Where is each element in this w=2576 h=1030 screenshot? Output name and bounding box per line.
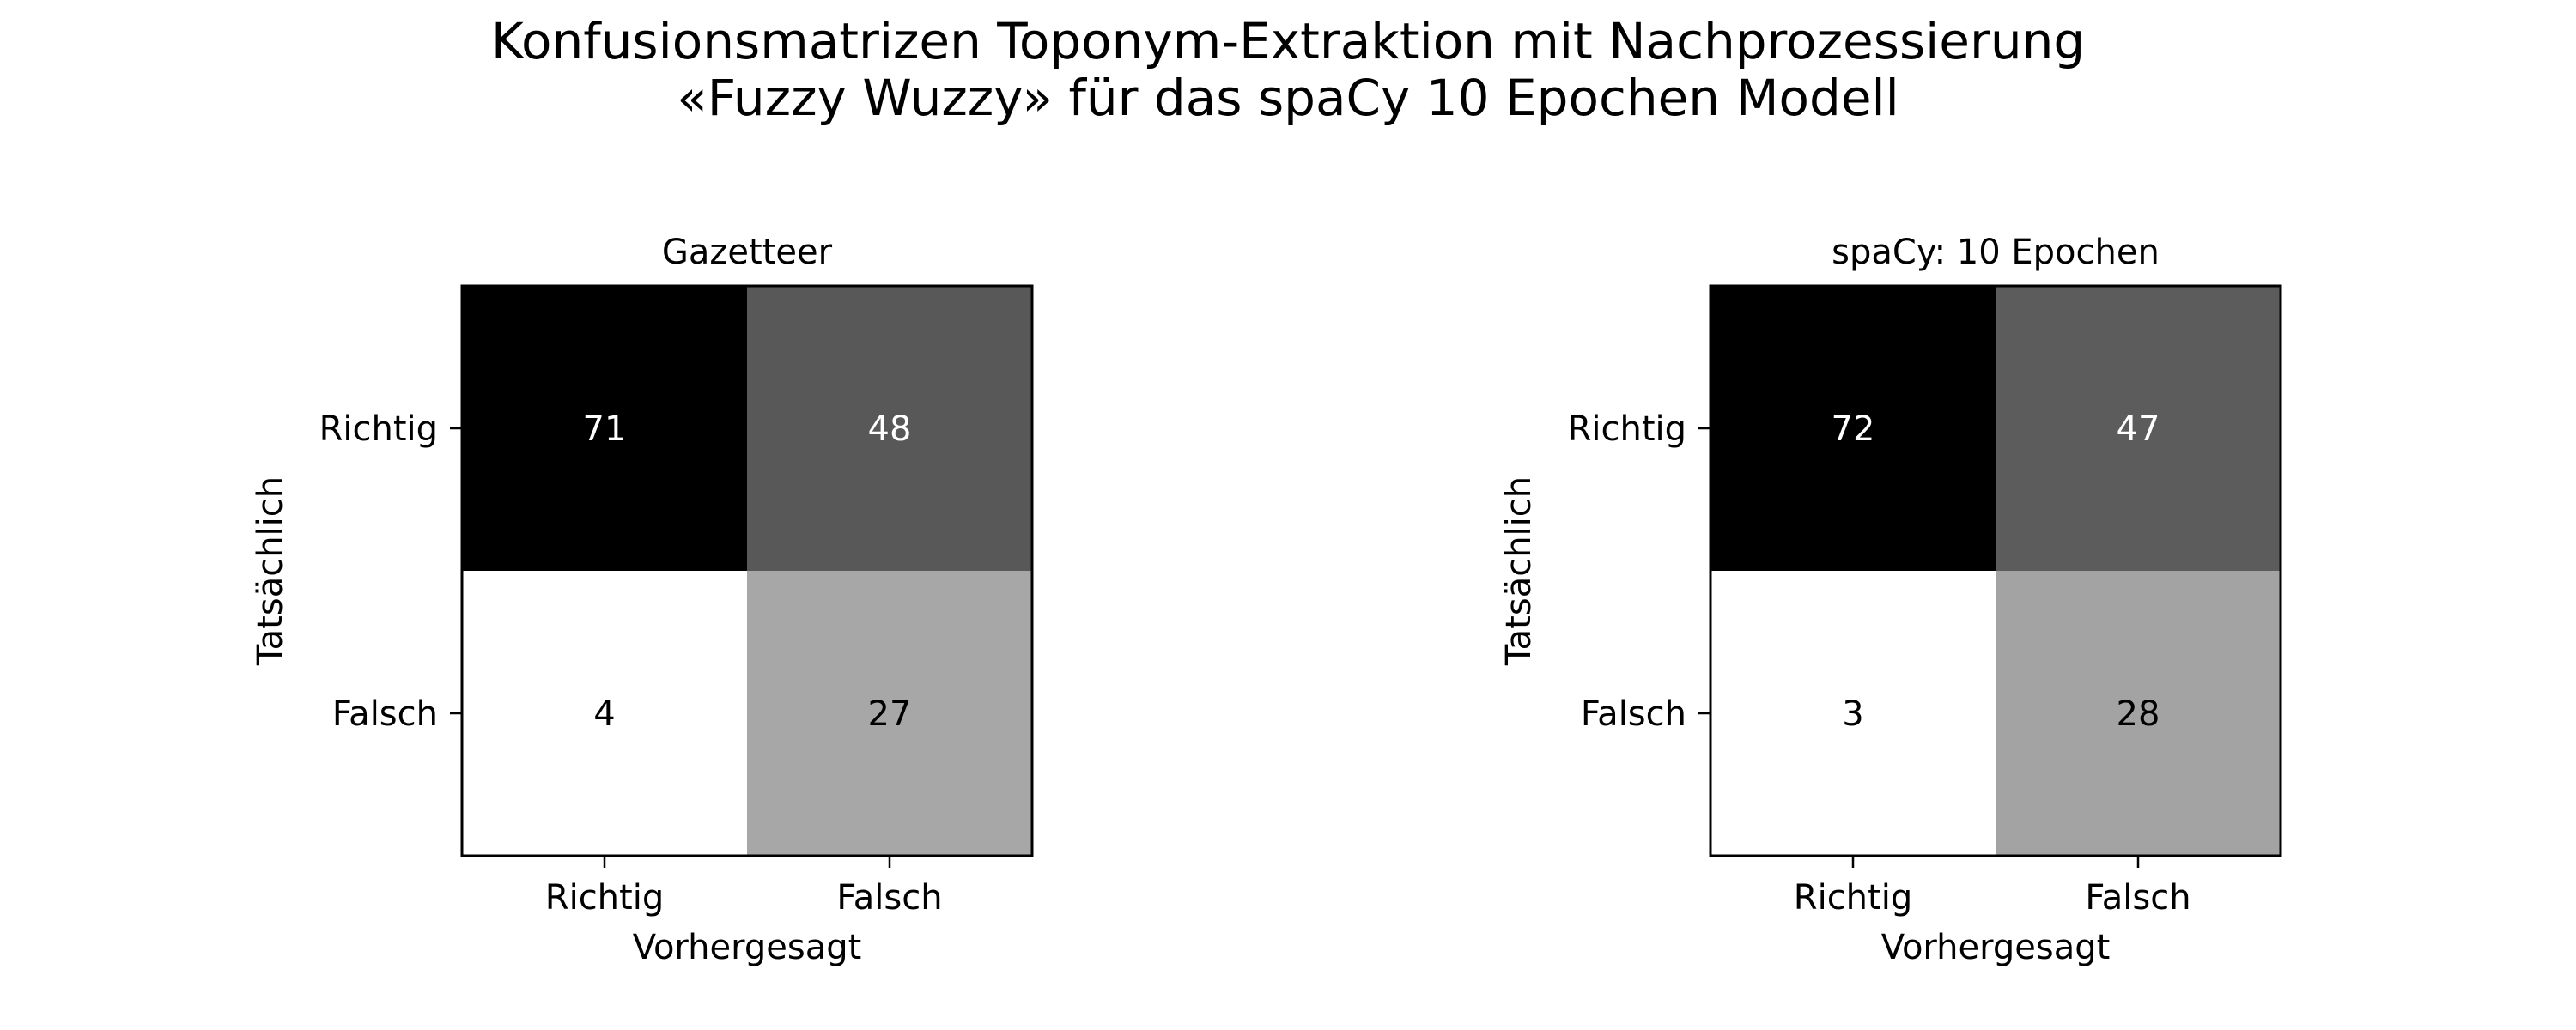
cell-value-r1-c0: 4 bbox=[593, 694, 615, 734]
cell-r0-c1 bbox=[1996, 286, 2281, 571]
cell-value-r0-c1: 48 bbox=[868, 409, 912, 449]
x-axis-label: Vorhergesagt bbox=[633, 928, 862, 967]
x-tick-label-richtig: Richtig bbox=[1794, 878, 1912, 918]
axes-frame bbox=[460, 284, 1034, 857]
y-tick-label-richtig: Richtig bbox=[1568, 409, 1686, 449]
confusion-matrix-spacy: 72 47 3 28 Richtig Falsch Richtig Falsch spaCy: … bbox=[1499, 233, 2282, 967]
cell-r0-c1 bbox=[747, 286, 1032, 571]
x-tick-label-falsch: Falsch bbox=[2085, 878, 2190, 918]
cell-r1-c1 bbox=[1996, 571, 2281, 856]
axes-frame bbox=[1709, 284, 2282, 857]
y-tick-label-richtig: Richtig bbox=[319, 409, 438, 449]
cell-value-r0-c0: 71 bbox=[583, 409, 627, 449]
x-axis-label: Vorhergesagt bbox=[1881, 928, 2111, 967]
figure-title-line-2: «Fuzzy Wuzzy» für das spaCy 10 Epochen M… bbox=[677, 69, 1899, 127]
y-tick-label-falsch: Falsch bbox=[332, 694, 438, 734]
panel-title: spaCy: 10 Epochen bbox=[1832, 233, 2160, 272]
cell-value-r1-c1: 28 bbox=[2117, 694, 2160, 734]
cell-r1-c1 bbox=[747, 571, 1032, 856]
confusion-matrix-gazetteer: 71 48 4 27 Richtig Falsch Richtig Falsch Gazette… bbox=[251, 233, 1034, 967]
cell-r1-c0 bbox=[1710, 571, 1996, 856]
y-axis-label: Tatsächlich bbox=[1499, 476, 1539, 666]
cell-r0-c0 bbox=[462, 286, 747, 571]
cell-value-r1-c0: 3 bbox=[1842, 694, 1863, 734]
cell-value-r0-c1: 47 bbox=[2117, 409, 2160, 449]
cell-value-r0-c0: 72 bbox=[1832, 409, 1875, 449]
y-axis-label: Tatsächlich bbox=[251, 476, 290, 666]
x-tick-label-richtig: Richtig bbox=[545, 878, 664, 918]
figure-title-line-1: Konfusionsmatrizen Toponym-Extraktion mi… bbox=[491, 12, 2085, 70]
cell-value-r1-c1: 27 bbox=[868, 694, 912, 734]
cell-r1-c0 bbox=[462, 571, 747, 856]
panel-title: Gazetteer bbox=[662, 233, 833, 272]
x-tick-label-falsch: Falsch bbox=[836, 878, 942, 918]
cell-r0-c0 bbox=[1710, 286, 1996, 571]
y-tick-label-falsch: Falsch bbox=[1581, 694, 1686, 734]
